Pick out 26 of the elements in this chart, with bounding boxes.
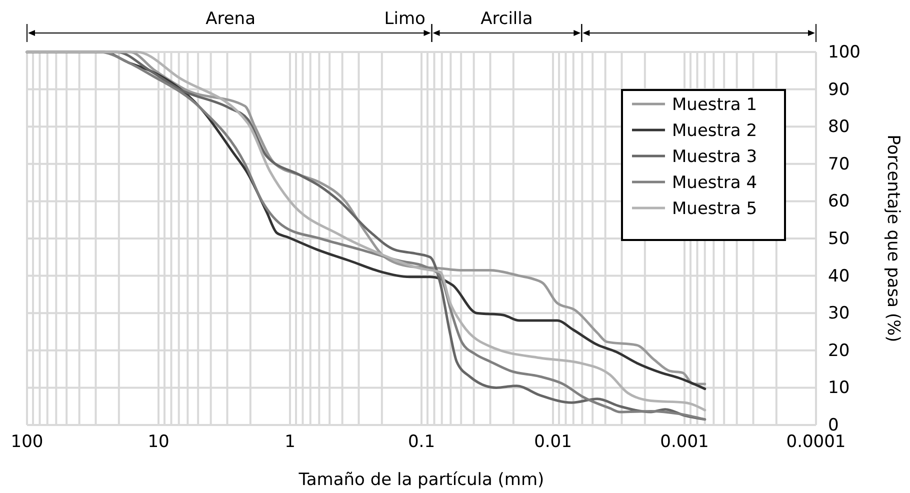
x-tick-label: 0.01 bbox=[534, 432, 572, 452]
x-tick-label: 0.001 bbox=[660, 432, 709, 452]
text: Arena bbox=[206, 9, 256, 29]
y-tick-label: 50 bbox=[828, 228, 850, 249]
y-tick-label: 10 bbox=[828, 378, 850, 398]
y-tick-label: 100 bbox=[828, 42, 860, 62]
legend-label: Muestra 4 bbox=[672, 173, 758, 193]
legend-label: Muestra 2 bbox=[672, 121, 758, 141]
y-tick-label: 60 bbox=[828, 192, 850, 212]
x-axis-title: Tamaño de la partícula (mm) bbox=[298, 470, 544, 490]
y-tick-label: 80 bbox=[828, 117, 850, 138]
text: Limo bbox=[384, 9, 426, 29]
y-tick-label: 90 bbox=[828, 80, 850, 100]
legend-label: Muestra 1 bbox=[672, 95, 758, 115]
legend-label: Muestra 5 bbox=[672, 199, 758, 219]
legend-label: Muestra 3 bbox=[672, 147, 758, 167]
x-tick-label: 10 bbox=[148, 432, 170, 452]
x-tick-label: 100 bbox=[10, 432, 44, 452]
y-tick-label: 40 bbox=[828, 266, 850, 286]
y-axis-title: Porcentaje que pasa (%) bbox=[883, 134, 903, 342]
text: Arcilla bbox=[480, 9, 533, 29]
y-tick-label: 30 bbox=[828, 304, 850, 324]
y-tick-label: 70 bbox=[828, 154, 850, 174]
x-tick-label: 0.1 bbox=[408, 432, 436, 452]
y-tick-label: 20 bbox=[828, 340, 850, 361]
x-tick-label: 1 bbox=[284, 432, 296, 452]
